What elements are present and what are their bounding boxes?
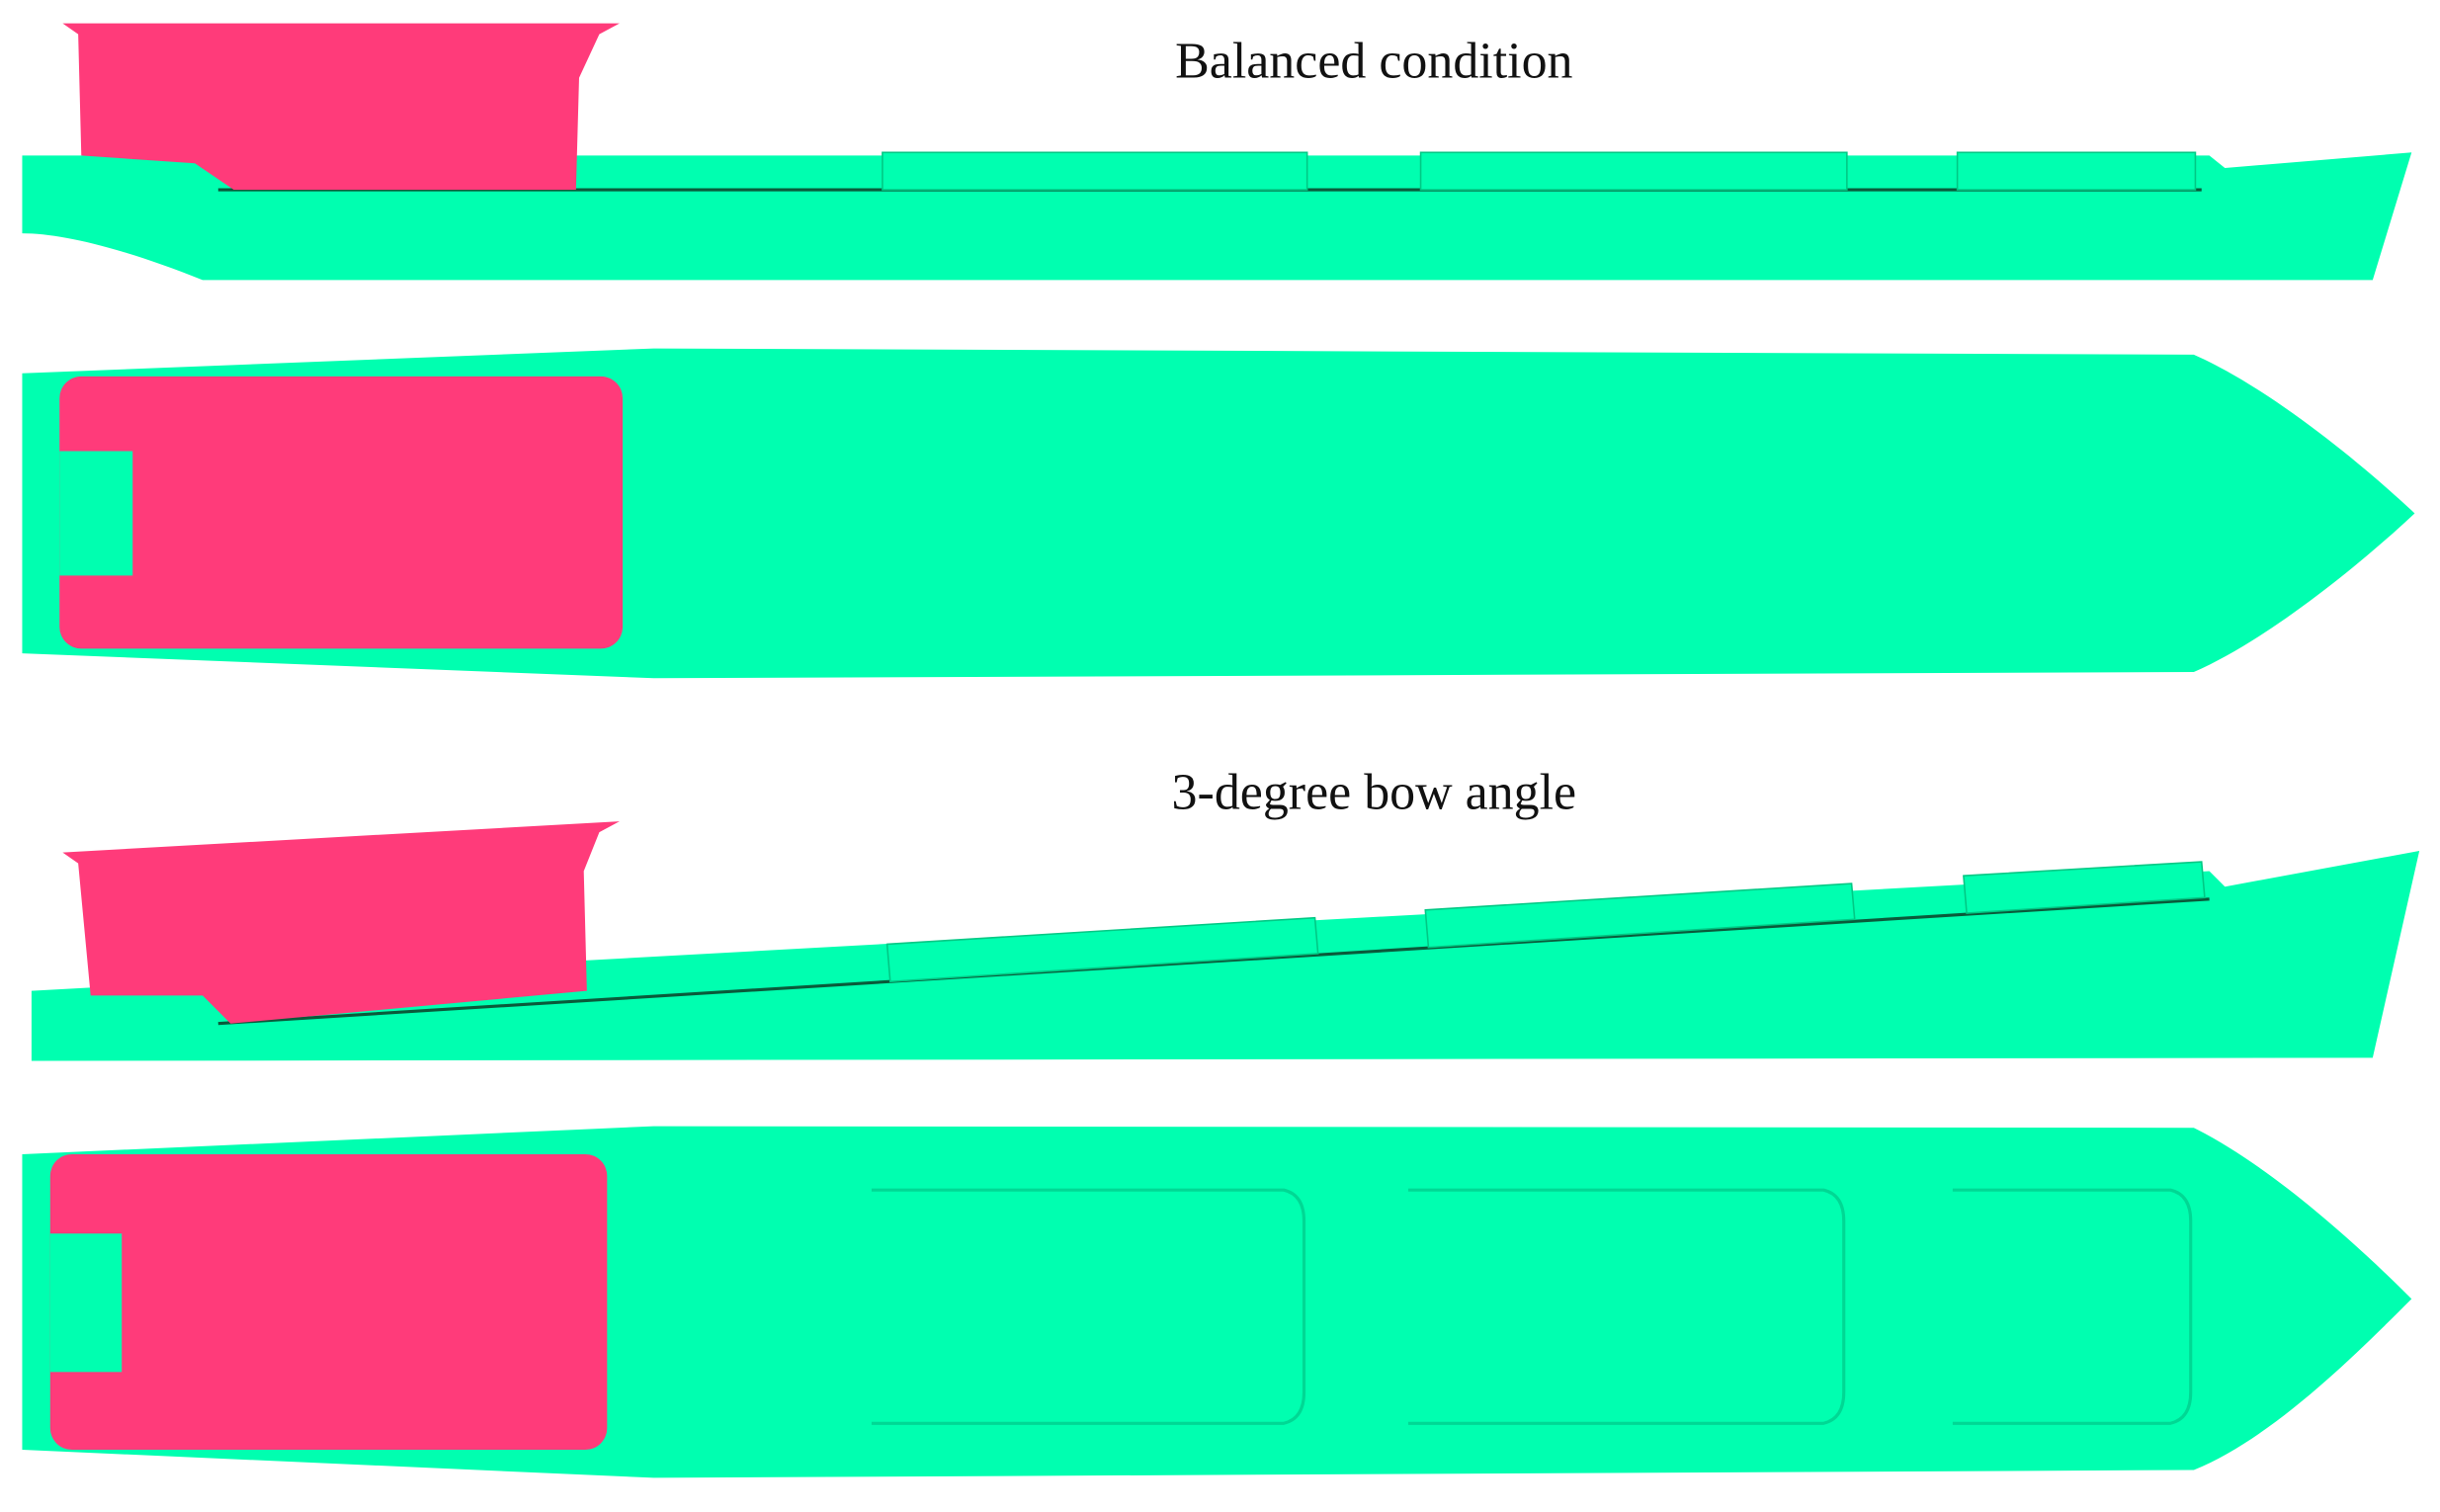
hull <box>22 1126 2412 1478</box>
panel-title: Balanced condition <box>1175 34 1572 90</box>
block-outline <box>871 1188 1306 1425</box>
superstructure <box>49 1153 608 1451</box>
deck-line <box>217 897 2210 1026</box>
block-outline <box>1952 1188 2193 1425</box>
top-view-balanced <box>22 348 2415 679</box>
top-view-bow-angle <box>22 1126 2412 1478</box>
side-view-bow-angle <box>31 821 2420 1061</box>
deck-block <box>1963 861 2206 914</box>
superstructure <box>59 376 624 649</box>
deck-block <box>885 916 1319 983</box>
notch <box>49 1233 123 1373</box>
notch <box>59 451 133 576</box>
block-outline <box>1407 1188 1846 1425</box>
superstructure <box>62 23 620 191</box>
deck-block <box>1956 151 2197 191</box>
deck-block <box>1424 882 1856 949</box>
superstructure <box>62 821 620 1024</box>
side-view-balanced <box>22 23 2412 281</box>
deck-block <box>882 151 1308 191</box>
panel-title: 3-degree bow angle <box>1172 765 1577 821</box>
deck-block <box>1419 151 1848 191</box>
